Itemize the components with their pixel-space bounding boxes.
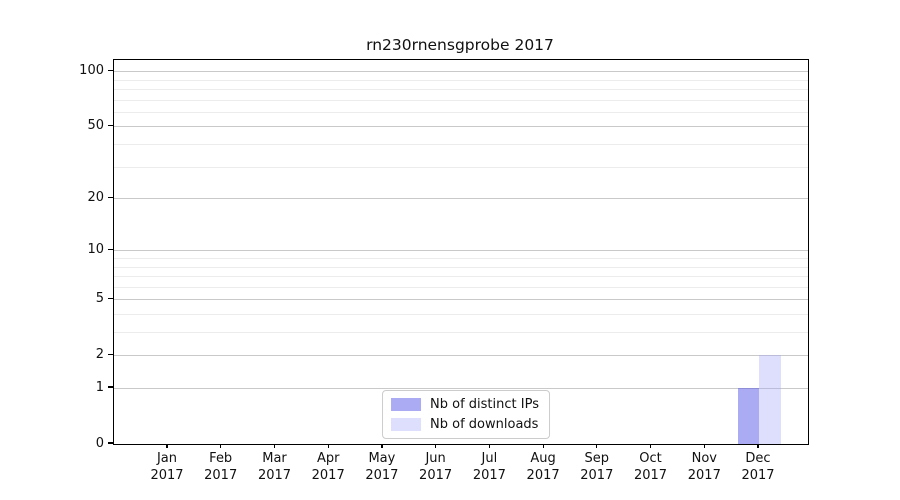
x-tick-jun	[435, 444, 437, 449]
gridline-minor-3	[114, 332, 808, 333]
y-tick-20	[108, 196, 113, 198]
gridline-minor-4	[114, 314, 808, 315]
y-tick-label-10: 10	[87, 241, 104, 257]
x-tick-label-sep: Sep 2017	[580, 451, 614, 483]
bar-dec-distinct-ips	[737, 388, 759, 444]
plot-area: Nb of distinct IPs Nb of downloads	[113, 59, 809, 445]
x-tick-label-mar: Mar 2017	[257, 451, 292, 483]
gridline-major-5	[114, 299, 808, 301]
x-tick-label-nov: Nov 2017	[687, 451, 721, 483]
gridline-minor-6	[114, 286, 808, 288]
legend-swatch-downloads	[391, 418, 422, 431]
x-tick-may	[381, 444, 383, 449]
x-tick-label-jul: Jul 2017	[472, 451, 506, 483]
legend-item-downloads: Nb of downloads	[391, 417, 539, 432]
y-tick-100	[108, 69, 113, 71]
x-tick-label-aug: Aug 2017	[526, 451, 560, 483]
legend-item-distinct-ips: Nb of distinct IPs	[391, 397, 539, 412]
x-tick-oct	[649, 444, 652, 449]
x-tick-label-dec: Dec 2017	[741, 451, 775, 483]
x-tick-dec	[757, 444, 759, 449]
gridline-minor-7	[114, 276, 808, 277]
y-tick-0	[108, 442, 113, 444]
legend-label-downloads: Nb of downloads	[430, 417, 539, 432]
x-tick-sep	[596, 444, 598, 449]
x-tick-jul	[488, 444, 491, 449]
gridline-minor-60	[114, 111, 808, 113]
x-tick-label-jun: Jun 2017	[419, 451, 453, 483]
y-tick-label-1: 1	[95, 379, 104, 395]
y-tick-2	[108, 353, 113, 355]
legend-label-distinct-ips: Nb of distinct IPs	[430, 397, 539, 412]
gridline-major-1	[114, 388, 808, 389]
chart-title: rn230rnensgprobe 2017	[366, 36, 554, 54]
y-tick-1	[108, 386, 113, 388]
gridline-major-20	[114, 198, 808, 200]
x-tick-aug	[542, 444, 544, 449]
gridline-major-100	[114, 71, 808, 73]
x-tick-nov	[703, 444, 705, 449]
gridline-minor-8	[114, 266, 808, 268]
gridline-major-50	[114, 126, 808, 128]
y-tick-label-0: 0	[95, 435, 104, 451]
x-tick-label-feb: Feb 2017	[204, 451, 238, 483]
y-tick-label-2: 2	[95, 346, 104, 362]
y-tick-label-50: 50	[87, 117, 104, 133]
y-tick-label-20: 20	[87, 189, 104, 205]
y-tick-label-5: 5	[95, 290, 104, 306]
gridline-minor-90	[114, 79, 808, 81]
gridline-major-10	[114, 250, 808, 252]
gridline-minor-70	[114, 99, 808, 101]
x-tick-feb	[220, 444, 222, 449]
x-tick-label-may: May 2017	[365, 451, 399, 483]
y-tick-5	[108, 297, 113, 299]
x-tick-label-jan: Jan 2017	[150, 451, 184, 483]
gridline-minor-30	[114, 166, 808, 168]
x-tick-apr	[327, 444, 329, 449]
y-tick-label-100: 100	[79, 62, 104, 78]
x-tick-label-apr: Apr 2017	[311, 451, 345, 483]
gridline-major-2	[114, 355, 808, 357]
x-tick-jan	[166, 444, 168, 449]
gridline-minor-80	[114, 89, 808, 90]
y-tick-50	[108, 124, 113, 127]
bar-dec-downloads	[759, 355, 781, 444]
x-tick-label-oct: Oct 2017	[633, 451, 668, 483]
gridline-minor-40	[114, 144, 808, 145]
legend: Nb of distinct IPs Nb of downloads	[382, 390, 550, 439]
x-tick-mar	[273, 444, 276, 449]
gridline-minor-9	[114, 258, 808, 259]
y-tick-10	[108, 248, 113, 250]
legend-swatch-distinct-ips	[391, 398, 422, 411]
